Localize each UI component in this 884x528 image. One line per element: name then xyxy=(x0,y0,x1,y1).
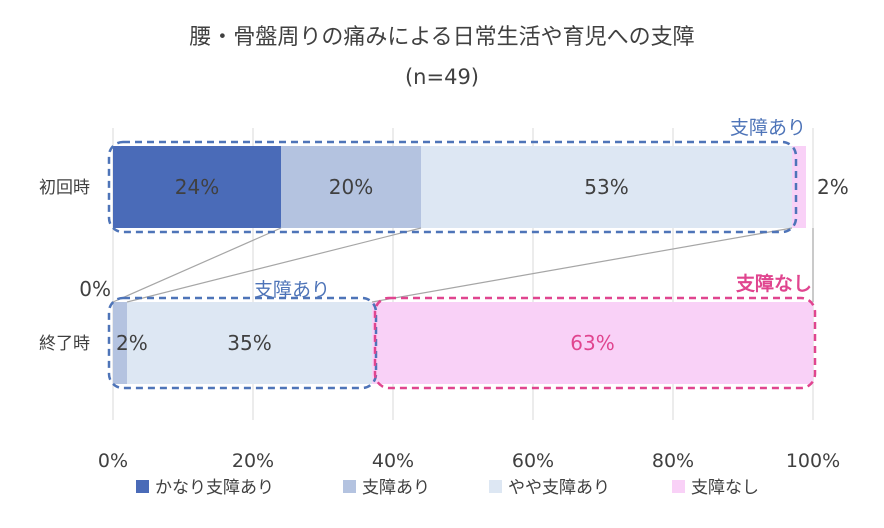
top-affected-annotation: 支障あり xyxy=(730,117,806,139)
connector-lines xyxy=(112,227,814,303)
x-tick-label: 60% xyxy=(512,450,554,472)
data-label: 24% xyxy=(175,175,219,199)
bar-segment xyxy=(113,302,127,384)
data-label: 2% xyxy=(116,331,148,355)
legend-swatch xyxy=(343,480,356,493)
bar-segment xyxy=(113,146,281,228)
bar-segment xyxy=(281,146,421,228)
connector-line xyxy=(126,227,422,303)
group-outlines xyxy=(107,140,817,390)
x-tick-label: 20% xyxy=(232,450,274,472)
data-label: 53% xyxy=(584,175,628,199)
data-label: 63% xyxy=(570,331,614,355)
data-label: 20% xyxy=(329,175,373,199)
bottom-affected-annotation: 支障あり xyxy=(254,279,330,301)
x-tick-label: 40% xyxy=(372,450,414,472)
legend: かなり支障あり 支障あり やや支障あり 支障なし xyxy=(136,478,759,498)
legend-label: やや支障あり xyxy=(508,478,610,498)
bar-segment xyxy=(127,302,372,384)
x-tick-label: 80% xyxy=(652,450,694,472)
legend-label: かなり支障あり xyxy=(155,478,274,498)
connector-line xyxy=(371,227,793,303)
data-labels: 24% 20% 53% 2% 0% 2% 35% 63% xyxy=(79,175,848,355)
bar-segment xyxy=(372,302,813,384)
x-tick-label: 0% xyxy=(98,450,128,472)
connector-line xyxy=(112,227,282,303)
top-affected-outline xyxy=(107,140,798,234)
bar-segment xyxy=(792,146,806,228)
bars xyxy=(113,146,813,384)
data-label: 0% xyxy=(79,277,111,301)
bar-segment xyxy=(421,146,792,228)
bottom-none-outline xyxy=(373,296,817,390)
legend-swatch xyxy=(489,480,502,493)
category-label: 終了時 xyxy=(39,334,90,354)
chart-title: 腰・骨盤周りの痛みによる日常生活や育児への支障 xyxy=(189,25,694,50)
legend-swatch xyxy=(672,480,685,493)
legend-label: 支障なし xyxy=(691,478,759,498)
data-label: 2% xyxy=(817,175,849,199)
data-label: 35% xyxy=(227,331,271,355)
x-axis-ticks: 0% 20% 40% 60% 80% 100% xyxy=(98,450,840,472)
legend-swatch xyxy=(136,480,149,493)
bottom-affected-outline xyxy=(107,296,378,390)
category-label: 初回時 xyxy=(39,178,90,198)
legend-label: 支障あり xyxy=(362,478,430,498)
bottom-none-annotation: 支障なし xyxy=(735,272,812,295)
chart-subtitle: (n=49) xyxy=(405,65,479,89)
x-tick-label: 100% xyxy=(786,450,840,472)
